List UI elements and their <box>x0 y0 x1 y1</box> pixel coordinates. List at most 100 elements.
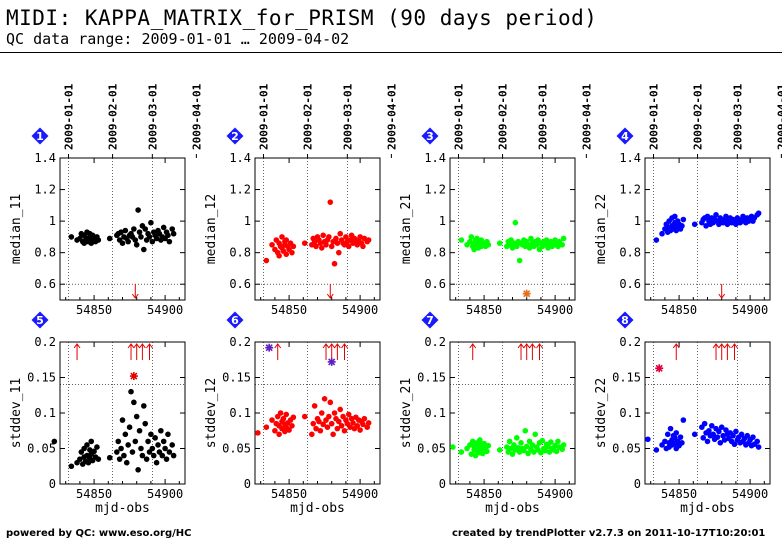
y-tick-label: 0.1 <box>34 406 56 420</box>
data-point <box>119 240 126 246</box>
data-point <box>361 415 368 422</box>
data-point <box>317 240 324 246</box>
data-point <box>515 444 521 451</box>
data-point <box>560 442 567 448</box>
data-point <box>532 431 539 438</box>
y-tick-label: 1.2 <box>229 183 251 197</box>
data-point <box>318 245 325 251</box>
data-point <box>272 427 278 434</box>
data-point <box>263 257 270 264</box>
data-point <box>95 456 102 462</box>
outlier-star-marker <box>327 357 336 366</box>
data-point <box>504 444 510 450</box>
data-point <box>526 245 533 251</box>
outlier-arrowhead <box>731 343 738 349</box>
outlier-star-marker <box>129 372 138 381</box>
y-tick-label: 0.05 <box>27 442 56 456</box>
data-point <box>142 420 149 427</box>
chart-panel-6: 0 0.05 0.1 0.15 0.2 54850 54900 stddev_12 mjd-ob… <box>204 311 381 516</box>
data-point <box>345 243 352 250</box>
x-tick-label: 54850 <box>466 303 502 317</box>
panel-badge <box>616 311 634 329</box>
data-point <box>679 440 685 446</box>
data-point <box>136 229 143 235</box>
data-point <box>680 216 687 223</box>
data-point <box>343 234 349 240</box>
data-point <box>160 438 167 445</box>
date-tick-label: 2009-04-01 <box>385 83 398 150</box>
y-tick-label: 0.15 <box>27 371 56 385</box>
date-tick-label: 2009-02-01 <box>107 83 120 150</box>
chart-panel-8: 0 0.05 0.1 0.15 0.2 54850 54900 stddev_22 mjd-ob… <box>594 311 771 516</box>
data-point <box>357 427 363 433</box>
data-point <box>511 442 517 448</box>
data-point <box>166 238 173 245</box>
data-point <box>467 238 473 245</box>
date-tick-label: 2009-03-01 <box>731 83 744 150</box>
data-point <box>132 438 139 445</box>
x-axis-label: mjd-obs <box>95 501 150 516</box>
data-point <box>141 246 147 253</box>
x-tick-label: 54900 <box>732 303 768 317</box>
data-point <box>136 427 143 434</box>
outlier-arrowhead <box>528 343 536 349</box>
data-point <box>135 467 141 473</box>
data-point <box>481 440 487 447</box>
outlier-star-marker <box>655 364 664 373</box>
data-point <box>91 448 97 455</box>
date-tick-label: 2009-01-01 <box>63 83 76 150</box>
y-tick-label: 0.8 <box>34 246 56 260</box>
data-point <box>733 221 739 228</box>
data-point <box>95 237 102 243</box>
y-axis-label: stddev_22 <box>594 378 609 448</box>
panel-badge-number: 1 <box>36 130 44 143</box>
data-point <box>679 223 685 229</box>
y-tick-label: 0 <box>439 477 446 491</box>
data-point <box>122 431 129 438</box>
data-point <box>555 438 561 445</box>
y-tick-label: 0.2 <box>229 335 251 349</box>
data-point <box>326 413 332 420</box>
y-tick-label: 0.15 <box>222 371 251 385</box>
data-point <box>118 229 124 235</box>
data-point <box>731 441 738 448</box>
data-point <box>479 450 486 457</box>
data-point <box>148 219 154 226</box>
header-divider <box>0 52 782 53</box>
data-point <box>750 434 756 440</box>
date-tick-label: 2009-04-01 <box>580 83 593 150</box>
data-point <box>718 424 725 431</box>
data-point <box>354 422 361 429</box>
data-point <box>143 456 150 462</box>
data-point <box>700 435 707 441</box>
data-point <box>664 431 671 438</box>
data-point <box>163 456 170 462</box>
y-tick-label: 0.05 <box>417 442 446 456</box>
data-point <box>158 427 164 434</box>
data-point <box>277 410 284 416</box>
data-point <box>289 422 295 429</box>
y-tick-label: 0 <box>244 477 251 491</box>
data-point <box>354 241 361 248</box>
data-point <box>539 437 546 444</box>
outlier-arrowhead <box>517 343 525 349</box>
data-point <box>320 421 326 428</box>
data-point <box>516 257 523 264</box>
data-point <box>170 230 177 237</box>
data-point <box>301 413 308 420</box>
data-point <box>477 437 483 443</box>
data-point <box>169 226 176 232</box>
outlier-arrowhead <box>73 343 81 349</box>
outlier-arrowhead <box>146 343 153 349</box>
data-point <box>106 235 113 242</box>
y-axis-label: stddev_11 <box>9 378 24 448</box>
y-axis-label: stddev_21 <box>399 378 414 448</box>
y-tick-label: 0.05 <box>222 442 251 456</box>
data-point <box>723 427 729 433</box>
x-tick-label: 54900 <box>342 303 378 317</box>
data-point <box>311 403 318 409</box>
data-point <box>115 438 122 445</box>
data-point <box>128 388 134 395</box>
data-point <box>317 427 324 434</box>
page-subtitle: QC data range: 2009-01-01 … 2009-04-02 <box>6 30 350 48</box>
